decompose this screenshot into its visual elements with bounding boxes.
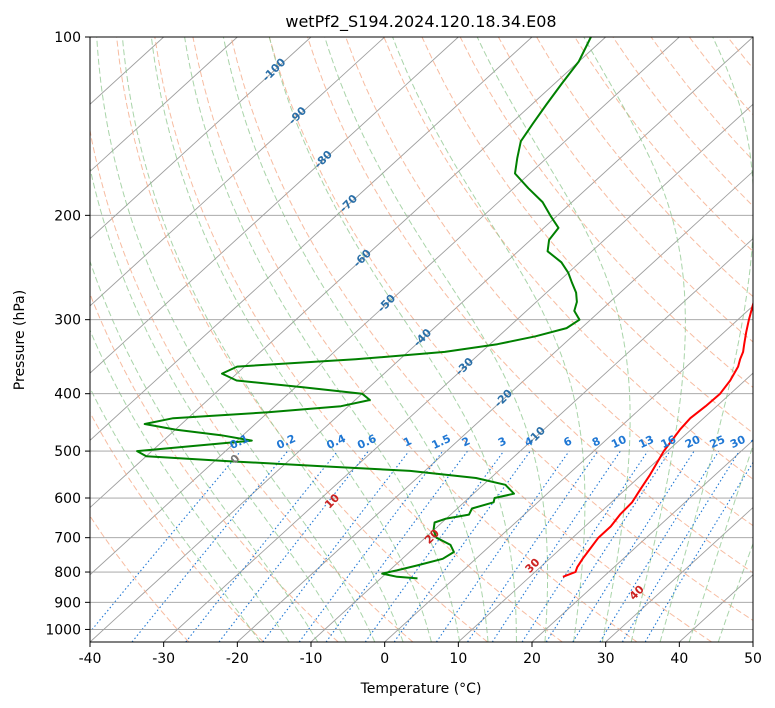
sounding-profiles xyxy=(136,37,753,580)
isotherm-line xyxy=(90,37,606,509)
dry-adiabat-line xyxy=(383,37,753,480)
mixing-ratio-line xyxy=(393,450,531,642)
mixing-ratio-line xyxy=(491,450,621,642)
y-axis-label: Pressure (hPa) xyxy=(12,290,28,390)
mixing-ratio-line xyxy=(325,450,468,642)
dry-adiabat-line xyxy=(90,127,414,642)
background-lines xyxy=(90,37,753,642)
isotherm-line xyxy=(384,305,753,642)
dry-adiabat-line xyxy=(268,37,753,622)
moist-adiabat-line xyxy=(392,37,586,642)
moist-adiabat-line xyxy=(268,37,517,642)
mixing-ratio-line xyxy=(435,450,570,642)
x-axis-ticks: -40 -30 -20 -10 0 10 20 30 40 50 xyxy=(79,642,762,667)
isotherm-line xyxy=(605,506,753,642)
y-tick-label: 100 xyxy=(54,30,81,46)
mixing-ratio-label: 36 xyxy=(749,433,769,451)
moist-adiabat-line xyxy=(90,165,347,642)
isotherm-line xyxy=(90,37,680,576)
isotherm-line xyxy=(458,372,753,642)
y-tick-label: 600 xyxy=(54,491,81,507)
isotherm-line xyxy=(90,37,533,441)
mixing-ratio-line xyxy=(131,450,289,642)
dewpoint-profile xyxy=(136,37,592,580)
dry-adiabat-line xyxy=(459,37,753,389)
mixing-ratio-label: 13 xyxy=(637,433,656,451)
moist-adiabat-line xyxy=(659,37,753,642)
y-tick-label: 900 xyxy=(54,595,81,611)
isotherm-line xyxy=(90,37,385,307)
x-tick-label: -10 xyxy=(300,651,323,667)
mixing-ratio-line xyxy=(572,450,695,642)
moist-adiabat-line xyxy=(90,387,261,642)
y-tick-label: 800 xyxy=(54,565,81,581)
dry-adiabat-line xyxy=(497,37,753,343)
y-tick-label: 200 xyxy=(54,208,81,224)
dry-adiabat-line xyxy=(192,37,638,642)
mixing-ratio-label: 25 xyxy=(708,433,727,451)
mixing-ratio-line xyxy=(262,450,410,642)
mixing-ratio-line xyxy=(521,450,649,642)
moist-adiabat-line xyxy=(324,37,549,642)
dry-adiabat-line xyxy=(307,37,753,574)
mixing-ratio-label: 16 xyxy=(659,433,679,451)
dry-adiabat-line xyxy=(536,37,753,298)
dry-adiabat-line xyxy=(90,292,339,642)
y-tick-label: 400 xyxy=(54,387,81,403)
isotherm-line xyxy=(310,238,753,642)
isotherm-line xyxy=(237,170,753,642)
dry-adiabat-line xyxy=(116,37,488,642)
moist-adiabat-line xyxy=(90,328,290,642)
mixing-ratio-line xyxy=(621,450,740,642)
mixing-ratio-label: 20 xyxy=(683,433,703,451)
x-tick-label: 0 xyxy=(380,651,389,667)
moist-adiabat-line xyxy=(476,37,631,642)
moist-adiabat-line xyxy=(96,37,376,642)
dry-adiabat-line xyxy=(345,37,753,527)
moist-adiabat-line xyxy=(150,37,432,642)
dry-adiabat-line xyxy=(90,515,190,642)
y-tick-label: 500 xyxy=(54,444,81,460)
pressure-grid xyxy=(90,37,753,630)
x-tick-label: 10 xyxy=(449,651,467,667)
y-tick-label: 700 xyxy=(54,531,81,547)
y-tick-label: 1000 xyxy=(45,622,81,638)
moist-adiabat-line xyxy=(688,444,753,642)
x-tick-label: -40 xyxy=(79,651,102,667)
moist-adiabat-line xyxy=(90,259,319,642)
x-tick-label: 30 xyxy=(597,651,615,667)
y-axis-ticks: 100 200 300 400 500 600 700 800 900 1000 xyxy=(45,30,90,638)
isotherm-line xyxy=(90,37,238,173)
moist-adiabat-line xyxy=(583,37,686,642)
moist-adiabat-line xyxy=(121,37,404,642)
y-tick-label: 300 xyxy=(54,313,81,329)
mixing-ratio-label: 10 xyxy=(609,433,629,451)
isotherm-line xyxy=(90,37,753,642)
x-tick-label: 40 xyxy=(670,651,688,667)
x-tick-label: -20 xyxy=(226,651,249,667)
isotherm-line xyxy=(531,439,753,642)
chart-title: wetPf2_S194.2024.120.18.34.E08 xyxy=(285,12,556,32)
temperature-profile xyxy=(562,301,753,578)
x-axis-label: Temperature (°C) xyxy=(360,681,482,697)
dry-adiabat-line xyxy=(90,411,264,642)
dry-adiabat-line xyxy=(154,37,563,642)
isotherm-line xyxy=(163,103,753,642)
moist-adiabat-line xyxy=(184,37,461,642)
dry-adiabat-line xyxy=(230,37,712,642)
mixing-ratio-line xyxy=(545,450,671,642)
isotherm-line xyxy=(90,37,312,240)
mixing-ratio-line xyxy=(467,450,599,642)
mixing-ratio-label: 30 xyxy=(728,433,748,451)
mixing-ratio-line xyxy=(185,450,339,642)
x-tick-label: 20 xyxy=(523,651,541,667)
mixing-ratio-line xyxy=(90,450,242,633)
x-tick-label: 50 xyxy=(744,651,762,667)
x-tick-label: -30 xyxy=(152,651,175,667)
plot-frame xyxy=(89,36,754,643)
mixing-ratio-line xyxy=(298,450,444,642)
